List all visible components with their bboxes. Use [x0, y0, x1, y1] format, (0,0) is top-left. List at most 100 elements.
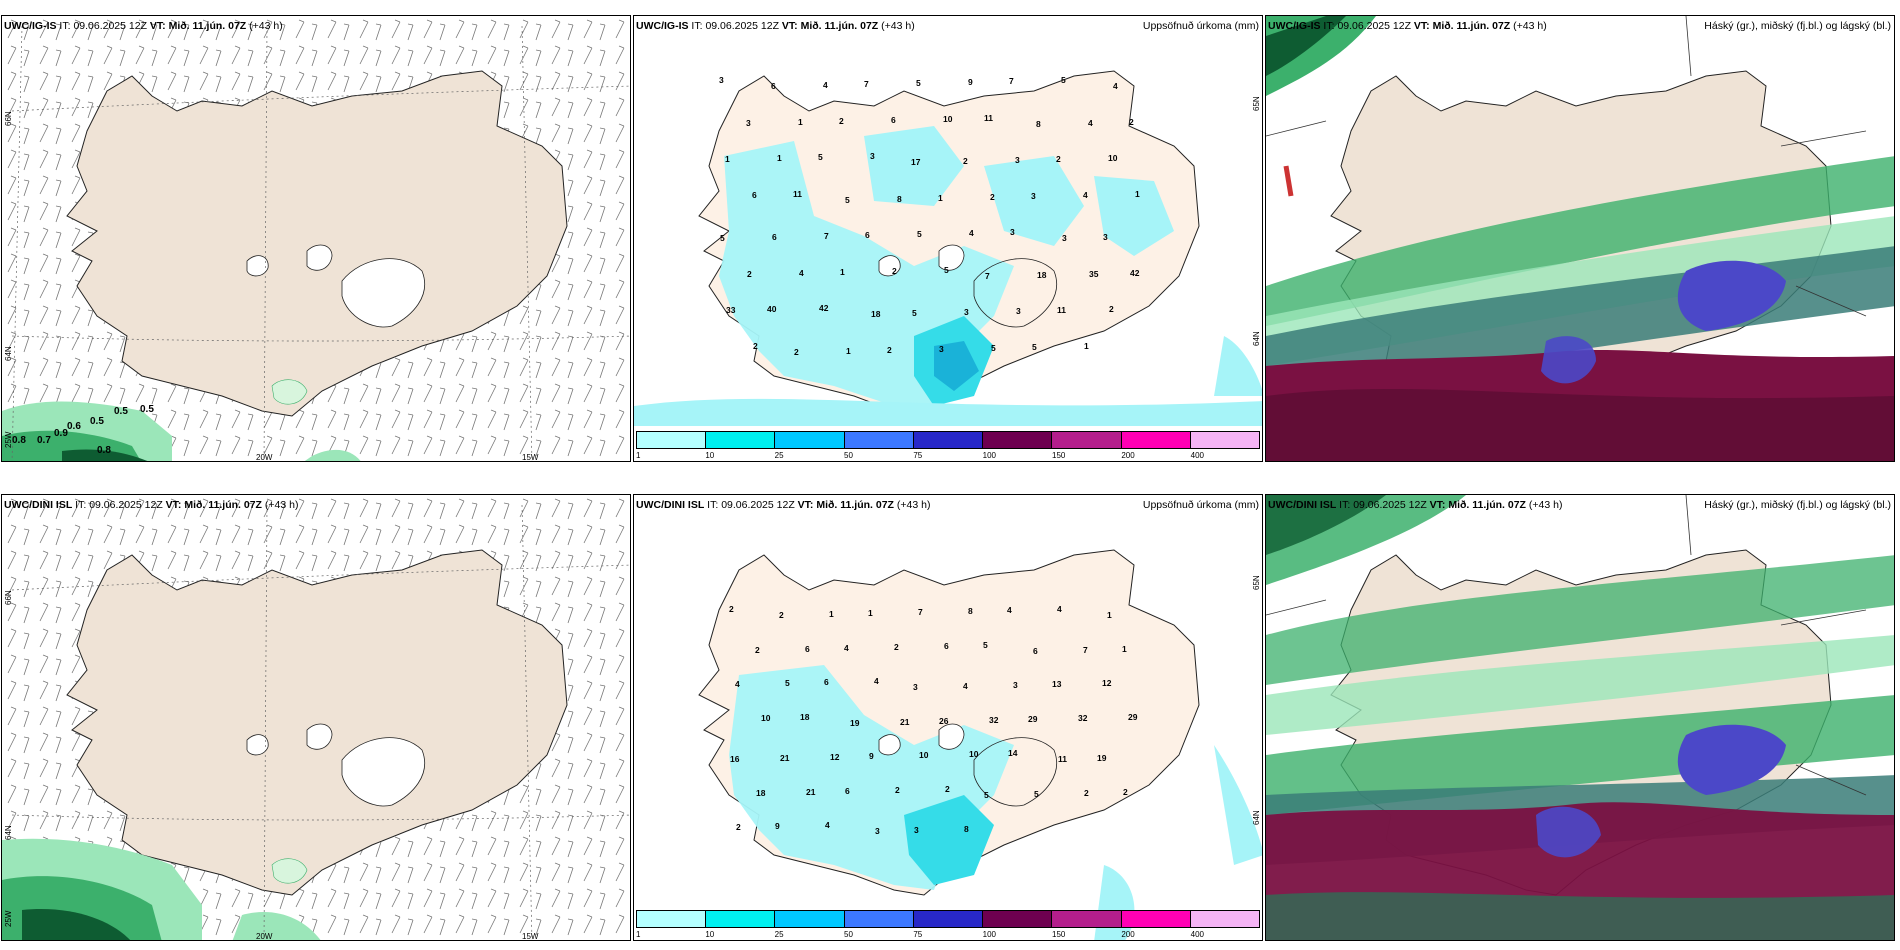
precip-values: 36 4 7 5 9 7 543 1 2 6 10 118 4 21 1 5 317 2 3 2 106 115 8 1 2 3 4… — [719, 75, 1140, 357]
precip-value: 6 — [891, 115, 896, 125]
legend-swatch — [775, 911, 845, 927]
precip-value: 18 — [1037, 270, 1047, 280]
legend-tick-label: 75 — [913, 451, 923, 460]
precip-value: 2 — [892, 266, 897, 276]
precip-legend: 1 10 25 50 75 100 150 200 400 — [634, 429, 1262, 461]
precip-value: 3 — [914, 825, 919, 835]
precip-value: 3 — [1031, 191, 1036, 201]
precip-value: 5 — [984, 790, 989, 800]
legend-swatch — [983, 432, 1053, 448]
precip-value: 8 — [968, 606, 973, 616]
precip-value: 13 — [1052, 679, 1062, 689]
precip-value: 8 — [1036, 119, 1041, 129]
cloud-map-top — [1266, 16, 1894, 461]
precip-value: 2 — [1084, 788, 1089, 798]
precip-value: 2 — [794, 347, 799, 357]
legend-ticks: 1 10 25 50 75 100 150 200 400 — [636, 930, 1260, 940]
it-label: IT: — [1323, 20, 1335, 32]
precip-value: 4 — [963, 681, 968, 691]
vt-value: Mið. 11.jún. 07Z — [816, 499, 894, 511]
precip-value: 1 — [777, 153, 782, 163]
precip-value: 7 — [1083, 645, 1088, 655]
precip-value: 4 — [823, 80, 828, 90]
legend-swatch — [844, 911, 914, 927]
precip-value: 18 — [756, 788, 766, 798]
precip-value: 4 — [1088, 118, 1093, 128]
precip-value: 1 — [840, 267, 845, 277]
precip-value: 8 — [897, 194, 902, 204]
legend-swatch — [1052, 432, 1122, 448]
wind-value: 0.8 — [97, 445, 111, 456]
precip-value: 1 — [1135, 189, 1140, 199]
precip-value: 5 — [991, 343, 996, 353]
vt-label: VT: — [149, 20, 166, 32]
lead-time: (+43 h) — [881, 20, 915, 32]
legend-tick-label: 100 — [982, 930, 997, 939]
legend-tick-label: 75 — [913, 930, 923, 939]
precip-value: 26 — [939, 716, 949, 726]
precip-title: Uppsöfnuð úrkoma (mm) — [1142, 499, 1259, 511]
precip-value: 40 — [767, 304, 777, 314]
precip-value: 7 — [864, 79, 869, 89]
precip-value: 2 — [736, 822, 741, 832]
legend-swatch — [637, 432, 707, 448]
it-value: 09.06.2025 12Z — [73, 20, 147, 32]
precip-value: 2 — [1129, 117, 1134, 127]
precip-value: 3 — [875, 826, 880, 836]
model-name: UWC/IG-IS — [636, 20, 689, 32]
precip-value: 1 — [846, 346, 851, 356]
panel-header: UWC/IG-IS IT: 09.06.2025 12Z VT: Mið. 11… — [4, 20, 283, 32]
precip-value: 8 — [964, 824, 969, 834]
model-name: UWC/DINI ISL — [4, 499, 73, 511]
precip-value: 6 — [845, 786, 850, 796]
precip-value: 5 — [1034, 789, 1039, 799]
legend-swatch — [1121, 911, 1191, 927]
legend-swatch — [775, 432, 845, 448]
legend-tick-label: 150 — [1052, 451, 1066, 460]
legend-tick-label: 50 — [844, 930, 853, 939]
it-label: IT: — [691, 20, 703, 32]
precip-value: 11 — [793, 189, 802, 199]
precip-value: 2 — [839, 116, 844, 126]
precip-value: 3 — [1015, 155, 1020, 165]
wind-panel-bottom: UWC/DINI ISL IT: 09.06.2025 12Z VT: Mið.… — [1, 494, 631, 941]
precip-value: 32 — [989, 715, 999, 725]
lead-time: (+43 h) — [249, 20, 283, 32]
precip-value: 3 — [1103, 232, 1108, 242]
precip-value: 3 — [939, 344, 944, 354]
precip-value: 29 — [1028, 714, 1038, 724]
precip-value: 3 — [719, 75, 724, 85]
precip-value: 2 — [990, 192, 995, 202]
cloud-title: Háský (gr.), miðský (fj.bl.) og lágský (… — [1704, 499, 1891, 511]
lon-label: 15W — [522, 932, 539, 941]
precip-value: 7 — [1009, 76, 1014, 86]
wind-value: 0.8 — [12, 435, 26, 446]
lat-label: 64N — [4, 346, 13, 361]
panel-header: UWC/DINI ISL IT: 09.06.2025 12Z VT: Mið.… — [1268, 499, 1562, 511]
precip-value: 3 — [1013, 680, 1018, 690]
precip-value: 21 — [900, 717, 910, 727]
precip-value: 10 — [969, 749, 979, 759]
legend-tick-label: 1 — [636, 930, 641, 939]
precip-value: 3 — [1016, 306, 1021, 316]
precip-value: 18 — [871, 309, 881, 319]
vt-label: VT: — [781, 20, 798, 32]
legend-tick-label: 400 — [1190, 451, 1205, 460]
lon-label: 20W — [256, 932, 273, 941]
precip-value: 42 — [1130, 268, 1140, 278]
precip-value: 2 — [895, 785, 900, 795]
legend-bar — [636, 910, 1260, 928]
precip-value: 12 — [830, 752, 840, 762]
it-label: IT: — [1339, 499, 1351, 511]
precip-value: 5 — [818, 152, 823, 162]
precip-value: 5 — [1061, 75, 1066, 85]
precip-value: 3 — [913, 682, 918, 692]
wind-panel-top: 0.5 0.5 0.5 0.6 0.9 0.7 0.8 0.8 UWC/IG-I… — [1, 15, 631, 462]
precip-value: 4 — [1113, 81, 1118, 91]
legend-tick-label: 1 — [636, 451, 641, 460]
panel-header: UWC/DINI ISL IT: 09.06.2025 12Z VT: Mið.… — [4, 499, 298, 511]
precip-value: 4 — [844, 643, 849, 653]
legend-swatch — [1190, 432, 1259, 448]
